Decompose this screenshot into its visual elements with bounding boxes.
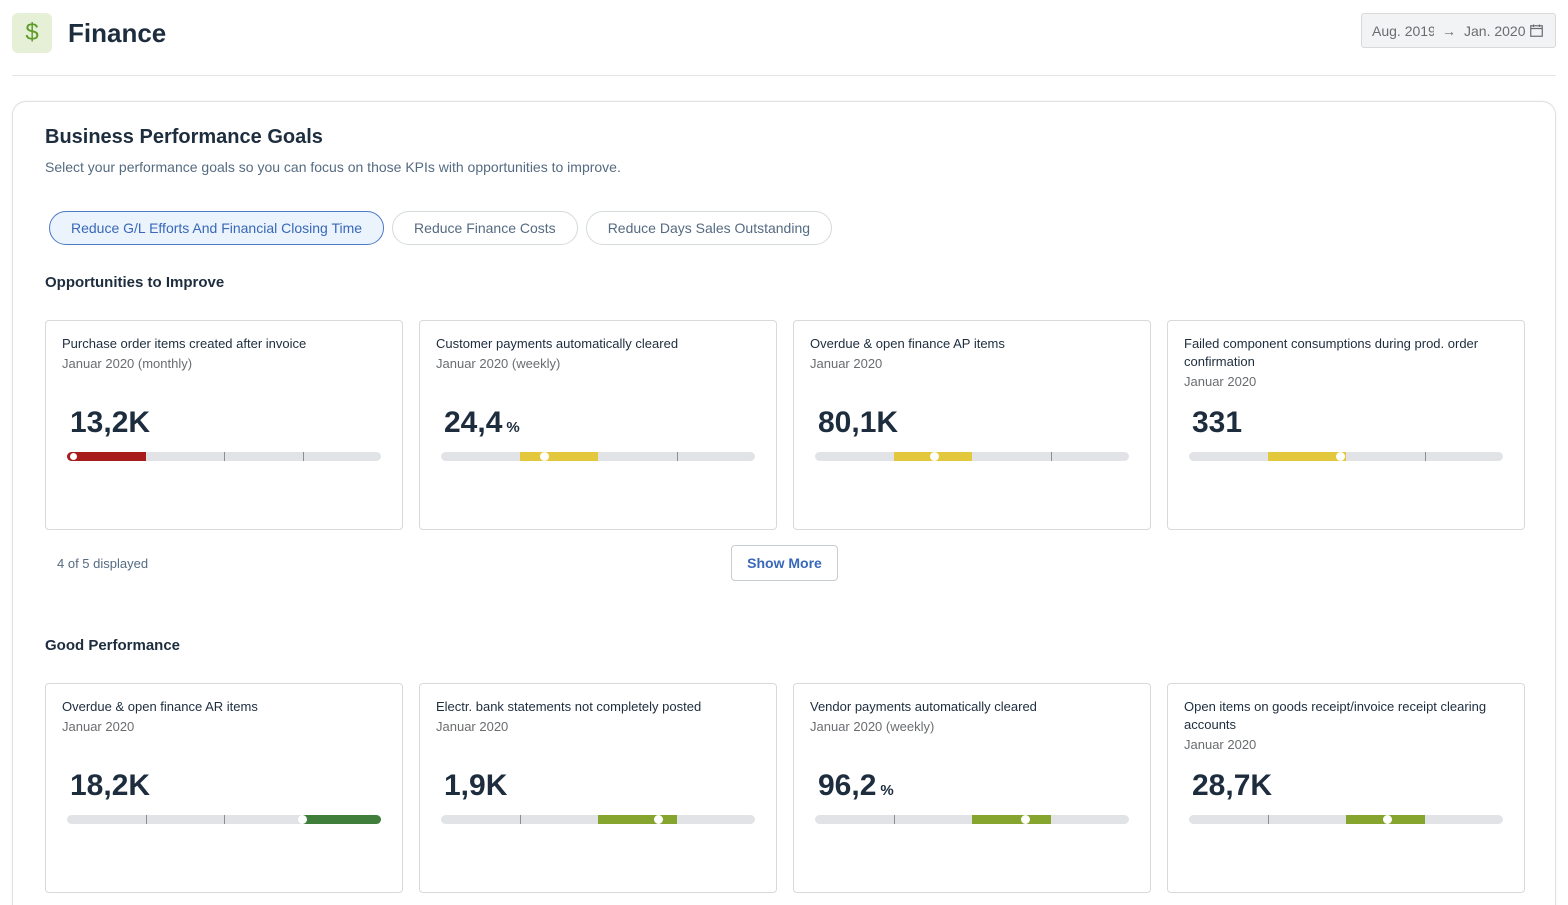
kpi-period: Januar 2020 [1184,374,1257,389]
kpi-card[interactable]: Electr. bank statements not completely p… [419,683,777,893]
kpi-bar-segment [598,815,677,824]
kpi-bar-tick [302,452,304,461]
kpi-card[interactable]: Failed component consumptions during pro… [1167,320,1525,530]
kpi-bar-segment [972,815,1051,824]
kpi-unit: % [506,419,520,436]
kpi-bar-marker [653,815,663,824]
kpi-card[interactable]: Customer payments automatically cleared … [419,320,777,530]
kpi-value: 28,7K [1192,769,1273,802]
kpi-period: Januar 2020 [62,719,135,734]
show-more-button[interactable]: Show More [731,545,838,581]
kpi-period: Januar 2020 (weekly) [436,356,561,371]
kpi-bullet-bar [67,815,381,824]
kpi-title: Vendor payments automatically cleared [810,699,1037,714]
opportunities-row: Purchase order items created after invoi… [45,320,1525,530]
dollar-sign-glyph: $ [25,19,39,46]
kpi-title: Open items on goods receipt/invoice rece… [1184,699,1487,732]
kpi-bullet-bar [441,452,755,461]
page-title: Finance [68,18,167,48]
goal-tab-gl-efforts[interactable]: Reduce G/L Efforts And Financial Closing… [49,211,385,245]
kpi-value: 80,1K [818,406,899,439]
kpi-card[interactable]: Vendor payments automatically cleared Ja… [793,683,1151,893]
kpi-bar-segment [67,452,146,461]
kpi-period: Januar 2020 (monthly) [62,356,193,371]
kpi-unit: % [880,782,894,799]
kpi-bar-tick [1050,452,1052,461]
kpi-title: Purchase order items created after invoi… [62,336,307,351]
kpi-bullet-bar [815,815,1129,824]
kpi-bar-tick [224,815,225,824]
kpi-bullet-bar [1189,452,1503,461]
kpi-card[interactable]: Overdue & open finance AR items Januar 2… [45,683,403,893]
kpi-title: Customer payments automatically cleared [436,336,679,351]
good-performance-row: Overdue & open finance AR items Januar 2… [45,683,1525,893]
kpi-bar-marker [1382,815,1392,824]
kpi-bar-marker [930,452,940,461]
date-from: Aug. 2019 [1372,22,1434,39]
kpi-title: Overdue & open finance AP items [810,336,1005,351]
section-subtitle: Select your performance goals so you can… [45,159,621,175]
kpi-value: 13,2K [70,406,151,439]
displayed-count: 4 of 5 displayed [57,556,149,571]
date-range-picker[interactable]: Aug. 2019 → Jan. 2020 [1361,13,1556,48]
kpi-bar-segment [302,815,381,824]
kpi-bar-tick [519,815,521,824]
kpi-bullet-bar [67,452,381,461]
kpi-period: Januar 2020 [1184,737,1257,752]
kpi-bullet-bar [441,815,755,824]
date-to: Jan. 2020 [1464,22,1526,39]
kpi-bullet-bar [1189,815,1503,824]
kpi-period: Januar 2020 (weekly) [810,719,935,734]
kpi-value: 24,4 [444,406,503,439]
kpi-bar-marker [1021,815,1031,824]
calendar-icon[interactable] [1529,24,1543,37]
kpi-value: 331 [1192,406,1243,439]
kpi-value: 96,2 [818,769,877,802]
kpi-bar-tick [676,452,678,461]
kpi-title: Failed component consumptions during pro… [1184,336,1479,369]
kpi-bar-marker [69,452,79,461]
kpi-value: 1,9K [444,769,508,802]
goal-tabs: Reduce G/L Efforts And Financial Closing… [49,211,833,245]
kpi-title: Electr. bank statements not completely p… [436,699,702,714]
kpi-bullet-bar [815,452,1129,461]
kpi-bar-segment [519,452,598,461]
kpi-bar-marker [298,815,308,824]
kpi-title: Overdue & open finance AR items [62,699,258,714]
performance-goals-card: Business Performance Goals Select your p… [12,101,1556,905]
kpi-bar-marker [540,452,550,461]
kpi-card[interactable]: Overdue & open finance AP items Januar 2… [793,320,1151,530]
kpi-card[interactable]: Open items on goods receipt/invoice rece… [1167,683,1525,893]
dollar-sign-icon: $ [12,13,52,53]
kpi-bar-tick [1424,452,1426,461]
kpi-bar-tick [224,452,225,461]
section-title: Business Performance Goals [45,126,323,148]
kpi-bar-marker [1335,452,1345,461]
kpi-bar-tick [145,815,147,824]
kpi-period: Januar 2020 [810,356,883,371]
goal-tab-days-sales-outstanding[interactable]: Reduce Days Sales Outstanding [585,211,833,245]
kpi-bar-tick [1267,815,1269,824]
date-arrow: → [1442,22,1456,39]
opportunities-title: Opportunities to Improve [45,274,225,291]
goal-tab-finance-costs[interactable]: Reduce Finance Costs [392,211,578,245]
kpi-bar-segment [1267,452,1346,461]
kpi-bar-tick [893,815,895,824]
page-header: $ Finance Aug. 2019 → Jan. 2020 [12,12,1556,76]
good-performance-title: Good Performance [45,637,181,654]
kpi-card[interactable]: Purchase order items created after invoi… [45,320,403,530]
kpi-value: 18,2K [70,769,151,802]
kpi-period: Januar 2020 [436,719,509,734]
